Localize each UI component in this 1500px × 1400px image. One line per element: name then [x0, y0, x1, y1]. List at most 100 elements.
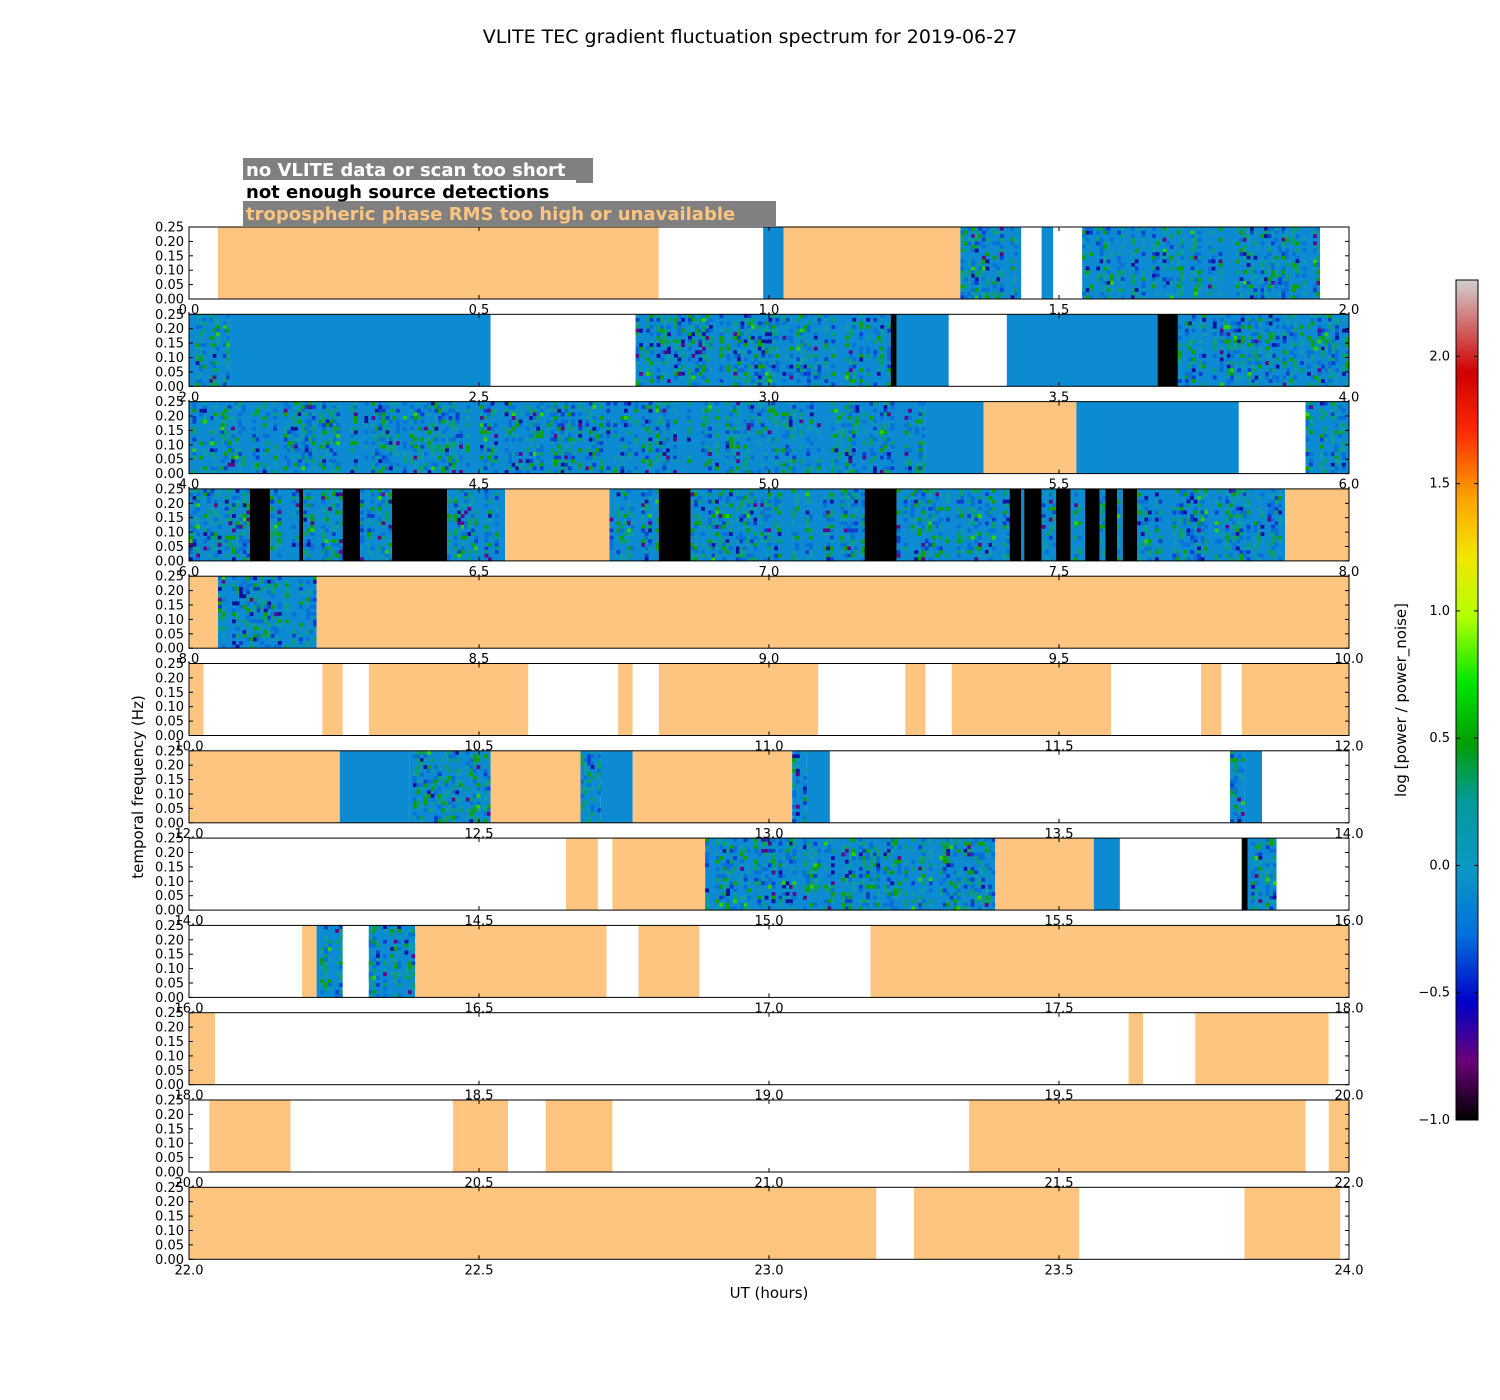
spectrum-cell — [702, 339, 706, 344]
spectrum-cell — [1293, 368, 1297, 373]
spectrum-cell — [1048, 528, 1053, 533]
spectrum-cell — [588, 437, 593, 442]
spectrum-cell — [623, 492, 628, 497]
spectrum-cell — [1041, 524, 1046, 529]
spectrum-cell — [829, 539, 834, 544]
spectrum-block — [896, 314, 949, 387]
no-detections-block — [890, 314, 897, 387]
spectrum-cell — [799, 314, 804, 319]
spectrum-cell — [634, 405, 639, 410]
spectrum-cell — [214, 503, 218, 508]
spectrum-cell — [1236, 227, 1240, 231]
spectrum-cell — [711, 521, 716, 526]
spectrum-cell — [203, 539, 208, 544]
spectrum-cell — [736, 412, 740, 417]
spectrum-cell — [1106, 248, 1111, 253]
spectrum-cell — [310, 521, 315, 526]
spectrum-cell — [206, 517, 211, 522]
spectrum-cell — [816, 462, 821, 467]
spectrum-cell — [239, 590, 243, 595]
spectrum-cell — [1212, 325, 1217, 329]
spectrum-cell — [890, 459, 895, 464]
spectrum-cell — [757, 441, 762, 446]
spectrum-cell — [1134, 288, 1139, 293]
spectrum-cell — [1131, 234, 1135, 239]
spectrum-cell — [872, 455, 877, 460]
spectrum-cell — [634, 452, 639, 456]
spectrum-cell — [768, 325, 773, 329]
spectrum-cell — [420, 426, 425, 431]
spectrum-cell — [202, 350, 207, 355]
spectrum-cell — [253, 623, 258, 627]
spectrum-cell — [1162, 284, 1167, 289]
spectrum-cell — [817, 361, 822, 365]
spectrum-cell — [1117, 273, 1121, 278]
spectrum-cell — [417, 401, 421, 406]
spectrum-cell — [639, 368, 643, 373]
spectrum-cell — [736, 419, 740, 424]
spectrum-cell — [311, 401, 316, 406]
spectrum-cell — [325, 419, 330, 424]
spectrum-cell — [438, 448, 442, 453]
spectrum-cell — [1225, 510, 1230, 515]
spectrum-cell — [252, 448, 256, 453]
spectrum-cell — [1194, 273, 1198, 278]
spectrum-cell — [739, 496, 744, 500]
spectrum-cell — [1239, 506, 1244, 511]
spectrum-cell — [782, 314, 787, 319]
spectrum-cell — [1321, 379, 1325, 383]
spectrum-cell — [490, 459, 495, 464]
spectrum-cell — [1180, 241, 1184, 246]
spectrum-cell — [1295, 259, 1300, 264]
spectrum-cell — [336, 426, 341, 431]
spectrum-cell — [1295, 284, 1300, 289]
spectrum-cell — [725, 430, 730, 435]
spectrum-cell — [917, 532, 922, 536]
spectrum-cell — [1317, 328, 1322, 333]
spectrum-cell — [785, 459, 790, 464]
spectrum-cell — [1232, 542, 1237, 547]
spectrum-cell — [1251, 339, 1256, 344]
spectrum-cell — [1317, 335, 1322, 340]
spectrum-cell — [904, 444, 909, 449]
spectrum-cell — [829, 514, 834, 518]
spectrum-cell — [613, 423, 618, 428]
spectrum-cell — [1317, 314, 1322, 319]
spectrum-cell — [843, 510, 848, 515]
spectrum-cell — [301, 434, 306, 438]
spectrum-cell — [1120, 270, 1125, 275]
spectrum-cell — [767, 499, 772, 504]
spectrum-cell — [1117, 255, 1121, 260]
spectrum-cell — [536, 412, 541, 417]
spectrum-cell — [232, 576, 236, 581]
spectrum-cell — [553, 462, 558, 467]
spectrum-cell — [725, 423, 730, 428]
spectrum-cell — [883, 405, 888, 410]
spectrum-cell — [866, 350, 871, 355]
spectrum-cell — [688, 371, 692, 376]
spectrum-cell — [447, 557, 451, 562]
spectrum-cell — [1184, 379, 1189, 383]
spectrum-cell — [199, 339, 203, 344]
spectrum-cell — [1190, 550, 1194, 554]
spectrum-cell — [1172, 557, 1177, 562]
spectrum-cell — [922, 412, 926, 417]
y-tick-label: 0.15 — [155, 511, 184, 526]
spectrum-cell — [1190, 539, 1194, 544]
spectrum-cell — [999, 255, 1004, 260]
spectrum-cell — [459, 441, 463, 446]
spectrum-cell — [424, 470, 428, 474]
spectrum-cell — [627, 470, 632, 474]
spectrum-cell — [1117, 535, 1121, 540]
spectrum-cell — [199, 412, 204, 417]
spectrum-cell — [735, 488, 740, 493]
spectrum-cell — [725, 542, 730, 547]
spectrum-cell — [210, 506, 215, 511]
spectrum-cell — [791, 532, 796, 536]
spectrum-cell — [1014, 227, 1019, 231]
spectrum-cell — [1208, 277, 1212, 282]
spectrum-cell — [1120, 288, 1125, 293]
spectrum-cell — [431, 466, 435, 471]
spectrum-cell — [1271, 259, 1275, 264]
spectrum-cell — [1230, 353, 1235, 358]
